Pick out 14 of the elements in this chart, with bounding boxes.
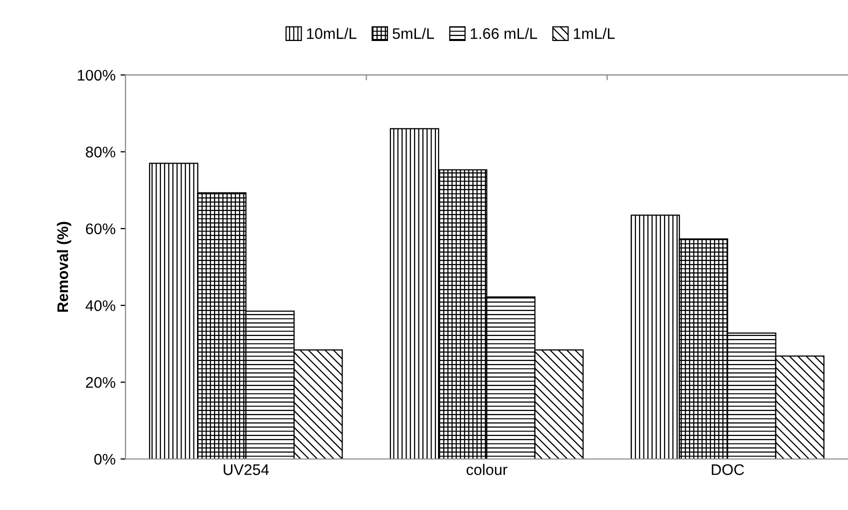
legend-label: 1.66 mL/L <box>470 28 538 39</box>
y-tick-label: 80% <box>86 146 116 158</box>
y-axis-title: Removal (%) <box>56 222 72 312</box>
y-tick-label: 20% <box>86 377 116 388</box>
y-tick-label: 100% <box>78 70 116 81</box>
x-tick-label: colour <box>466 464 508 476</box>
x-tick-label: UV254 <box>224 464 269 476</box>
y-tick-label: 40% <box>86 300 116 312</box>
legend-label: 10mL/L <box>307 28 356 39</box>
y-tick-label: 0% <box>94 454 116 465</box>
legend-label: 5mL/L <box>392 28 434 39</box>
x-tick-label: DOC <box>712 464 744 476</box>
y-tick-label: 60% <box>86 223 116 234</box>
legend-label: 1mL/L <box>574 28 615 39</box>
